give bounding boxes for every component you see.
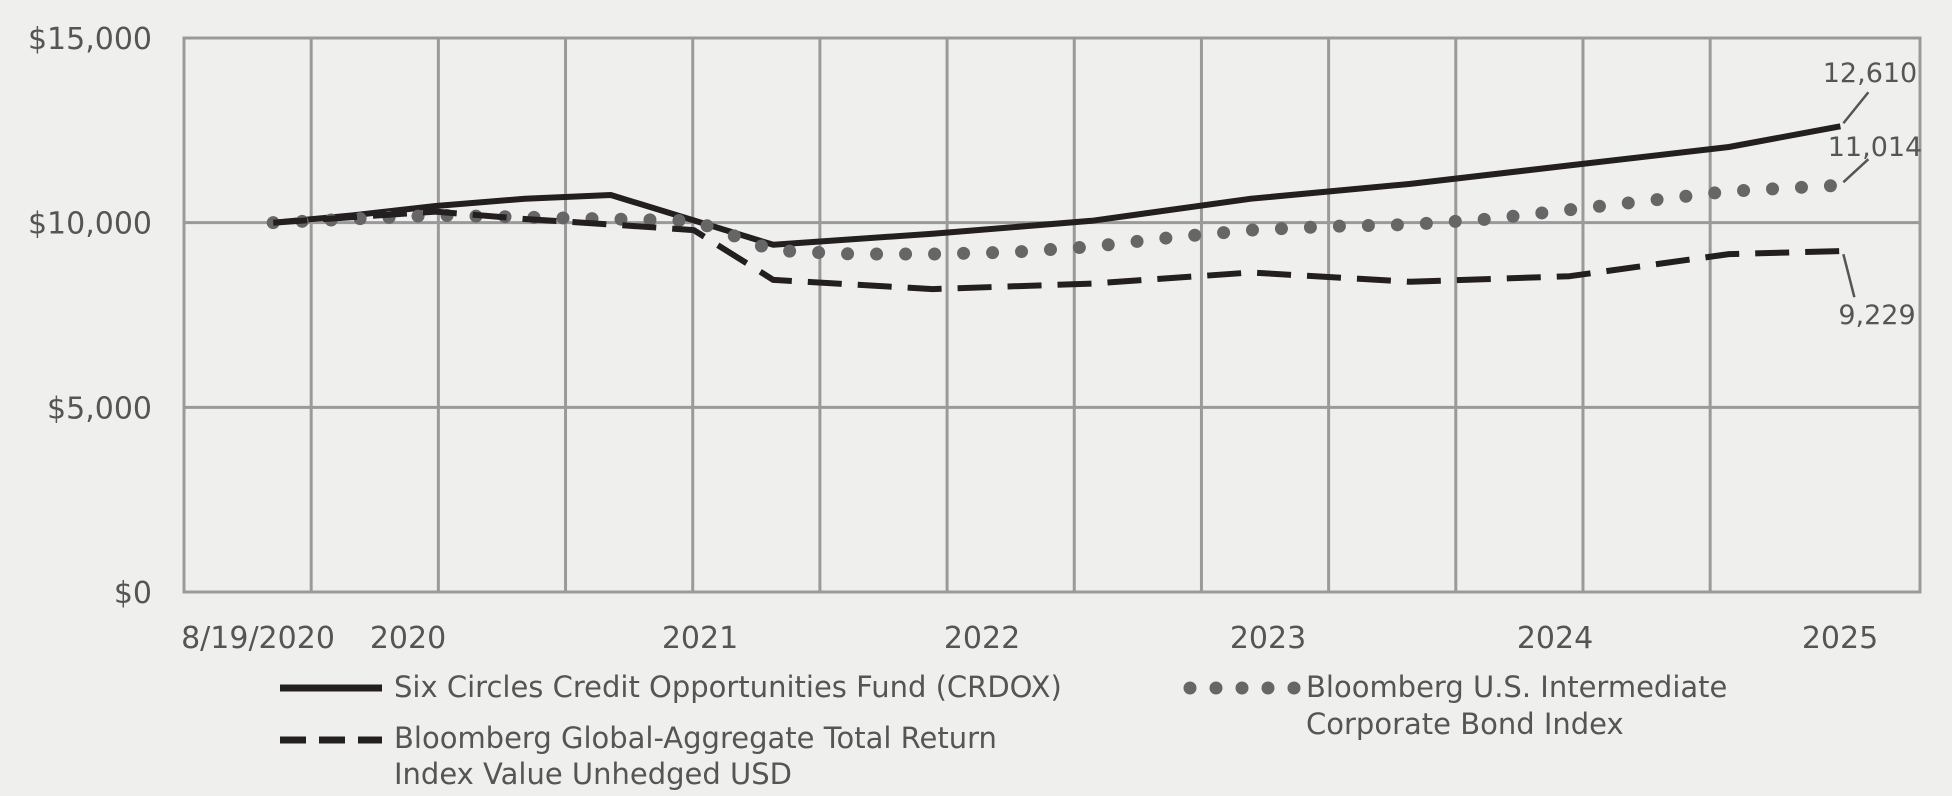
- axes: $0 $5,000 $10,000 $15,000 8/19/2020 2020 2021 2…: [28, 22, 1878, 656]
- series-marker-dot: [672, 213, 686, 227]
- series-marker-dot: [1419, 216, 1433, 230]
- y-tick-label: $15,000: [28, 22, 152, 57]
- series-marker-dot: [1101, 238, 1115, 252]
- grid: [182, 36, 1922, 594]
- series-marker-dot: [1043, 243, 1057, 257]
- leader-line: [1842, 253, 1856, 298]
- series-marker-dot: [1737, 183, 1751, 197]
- series-marker-dot: [1592, 199, 1606, 213]
- legend-label-global-line2: Index Value Unhedged USD: [394, 757, 792, 791]
- series-marker-dot: [1650, 193, 1664, 207]
- y-tick-label: $10,000: [28, 207, 152, 242]
- series-marker-dot: [1766, 182, 1780, 196]
- series-marker-dot: [1159, 231, 1173, 245]
- legend-label-corporate-line1: Bloomberg U.S. Intermediate: [1306, 670, 1727, 704]
- series-marker-dot: [1823, 179, 1837, 193]
- leader-line: [1842, 91, 1870, 125]
- series-marker-dot: [841, 247, 855, 261]
- series-marker-dot: [1188, 228, 1202, 242]
- series-marker-dot: [754, 239, 768, 253]
- x-tick-label: 2025: [1802, 621, 1878, 656]
- series-marker-dot: [700, 219, 714, 233]
- series-marker-dot: [1217, 226, 1231, 240]
- series-marker-dot: [1245, 223, 1259, 237]
- legend-label-corporate-line2: Corporate Bond Index: [1306, 707, 1624, 741]
- series-marker-dot: [1477, 212, 1491, 226]
- legend-swatch-dot: [1235, 681, 1249, 695]
- series-marker-dot: [986, 246, 1000, 260]
- series-marker-dot: [1015, 245, 1029, 259]
- series-marker-dot: [1564, 203, 1578, 217]
- series-marker-dot: [1130, 234, 1144, 248]
- legend-label-global-line1: Bloomberg Global-Aggregate Total Return: [394, 721, 997, 755]
- series-marker-dot: [1794, 180, 1808, 194]
- legend-swatch-dot: [1261, 681, 1275, 695]
- x-tick-label: 2021: [662, 621, 738, 656]
- series-marker-dot: [266, 216, 280, 230]
- legend-swatch-dot: [1183, 681, 1197, 695]
- end-value-label: 9,229: [1838, 300, 1915, 331]
- series-line-crdox: [272, 123, 1841, 248]
- legend-swatch-dot: [1287, 681, 1301, 695]
- series-marker-dot: [556, 211, 570, 225]
- plot-border: [182, 36, 1922, 594]
- y-tick-label: $0: [114, 576, 152, 611]
- x-tick-label: 2024: [1517, 621, 1593, 656]
- end-value-label: 12,610: [1823, 58, 1917, 89]
- series-marker-dot: [1448, 214, 1462, 228]
- series-marker-dot: [1390, 218, 1404, 232]
- legend-label-crdox: Six Circles Credit Opportunities Fund (C…: [394, 670, 1062, 704]
- legend: Six Circles Credit Opportunities Fund (C…: [280, 670, 1727, 791]
- series-marker-dot: [1274, 222, 1288, 236]
- series-marker-dot: [957, 246, 971, 260]
- leader-line: [1842, 158, 1870, 184]
- series-marker-dot: [1303, 220, 1317, 234]
- x-tick-label: 2023: [1230, 621, 1306, 656]
- series-marker-dot: [643, 213, 657, 227]
- y-tick-label: $5,000: [47, 391, 152, 426]
- series-marker-dot: [928, 247, 942, 261]
- series-marker-dot: [1332, 219, 1346, 233]
- data-labels: 12,610 11,014 9,229: [1823, 58, 1922, 331]
- series-marker-dot: [1535, 206, 1549, 220]
- series-marker-dot: [411, 209, 425, 223]
- end-value-label: 11,014: [1828, 132, 1922, 163]
- series-line-global-aggregate: [272, 208, 1841, 293]
- series-marker-dot: [1708, 186, 1722, 200]
- series-marker-dot: [1072, 241, 1086, 255]
- legend-swatch-dot: [1209, 681, 1223, 695]
- x-tick-label: 2022: [944, 621, 1020, 656]
- series-marker-dot: [870, 247, 884, 261]
- series-marker-dot: [1506, 209, 1520, 223]
- series-marker-dot: [899, 247, 913, 261]
- series-marker-dot: [727, 229, 741, 243]
- x-tick-label: 2020: [370, 621, 446, 656]
- series-lines: [266, 123, 1841, 293]
- series-marker-dot: [1361, 218, 1375, 232]
- series-marker-dot: [783, 244, 797, 258]
- series-marker-dot: [1679, 189, 1693, 203]
- series-marker-dot: [1621, 196, 1635, 210]
- x-tick-label: 8/19/2020: [181, 621, 335, 656]
- series-marker-dot: [812, 245, 826, 259]
